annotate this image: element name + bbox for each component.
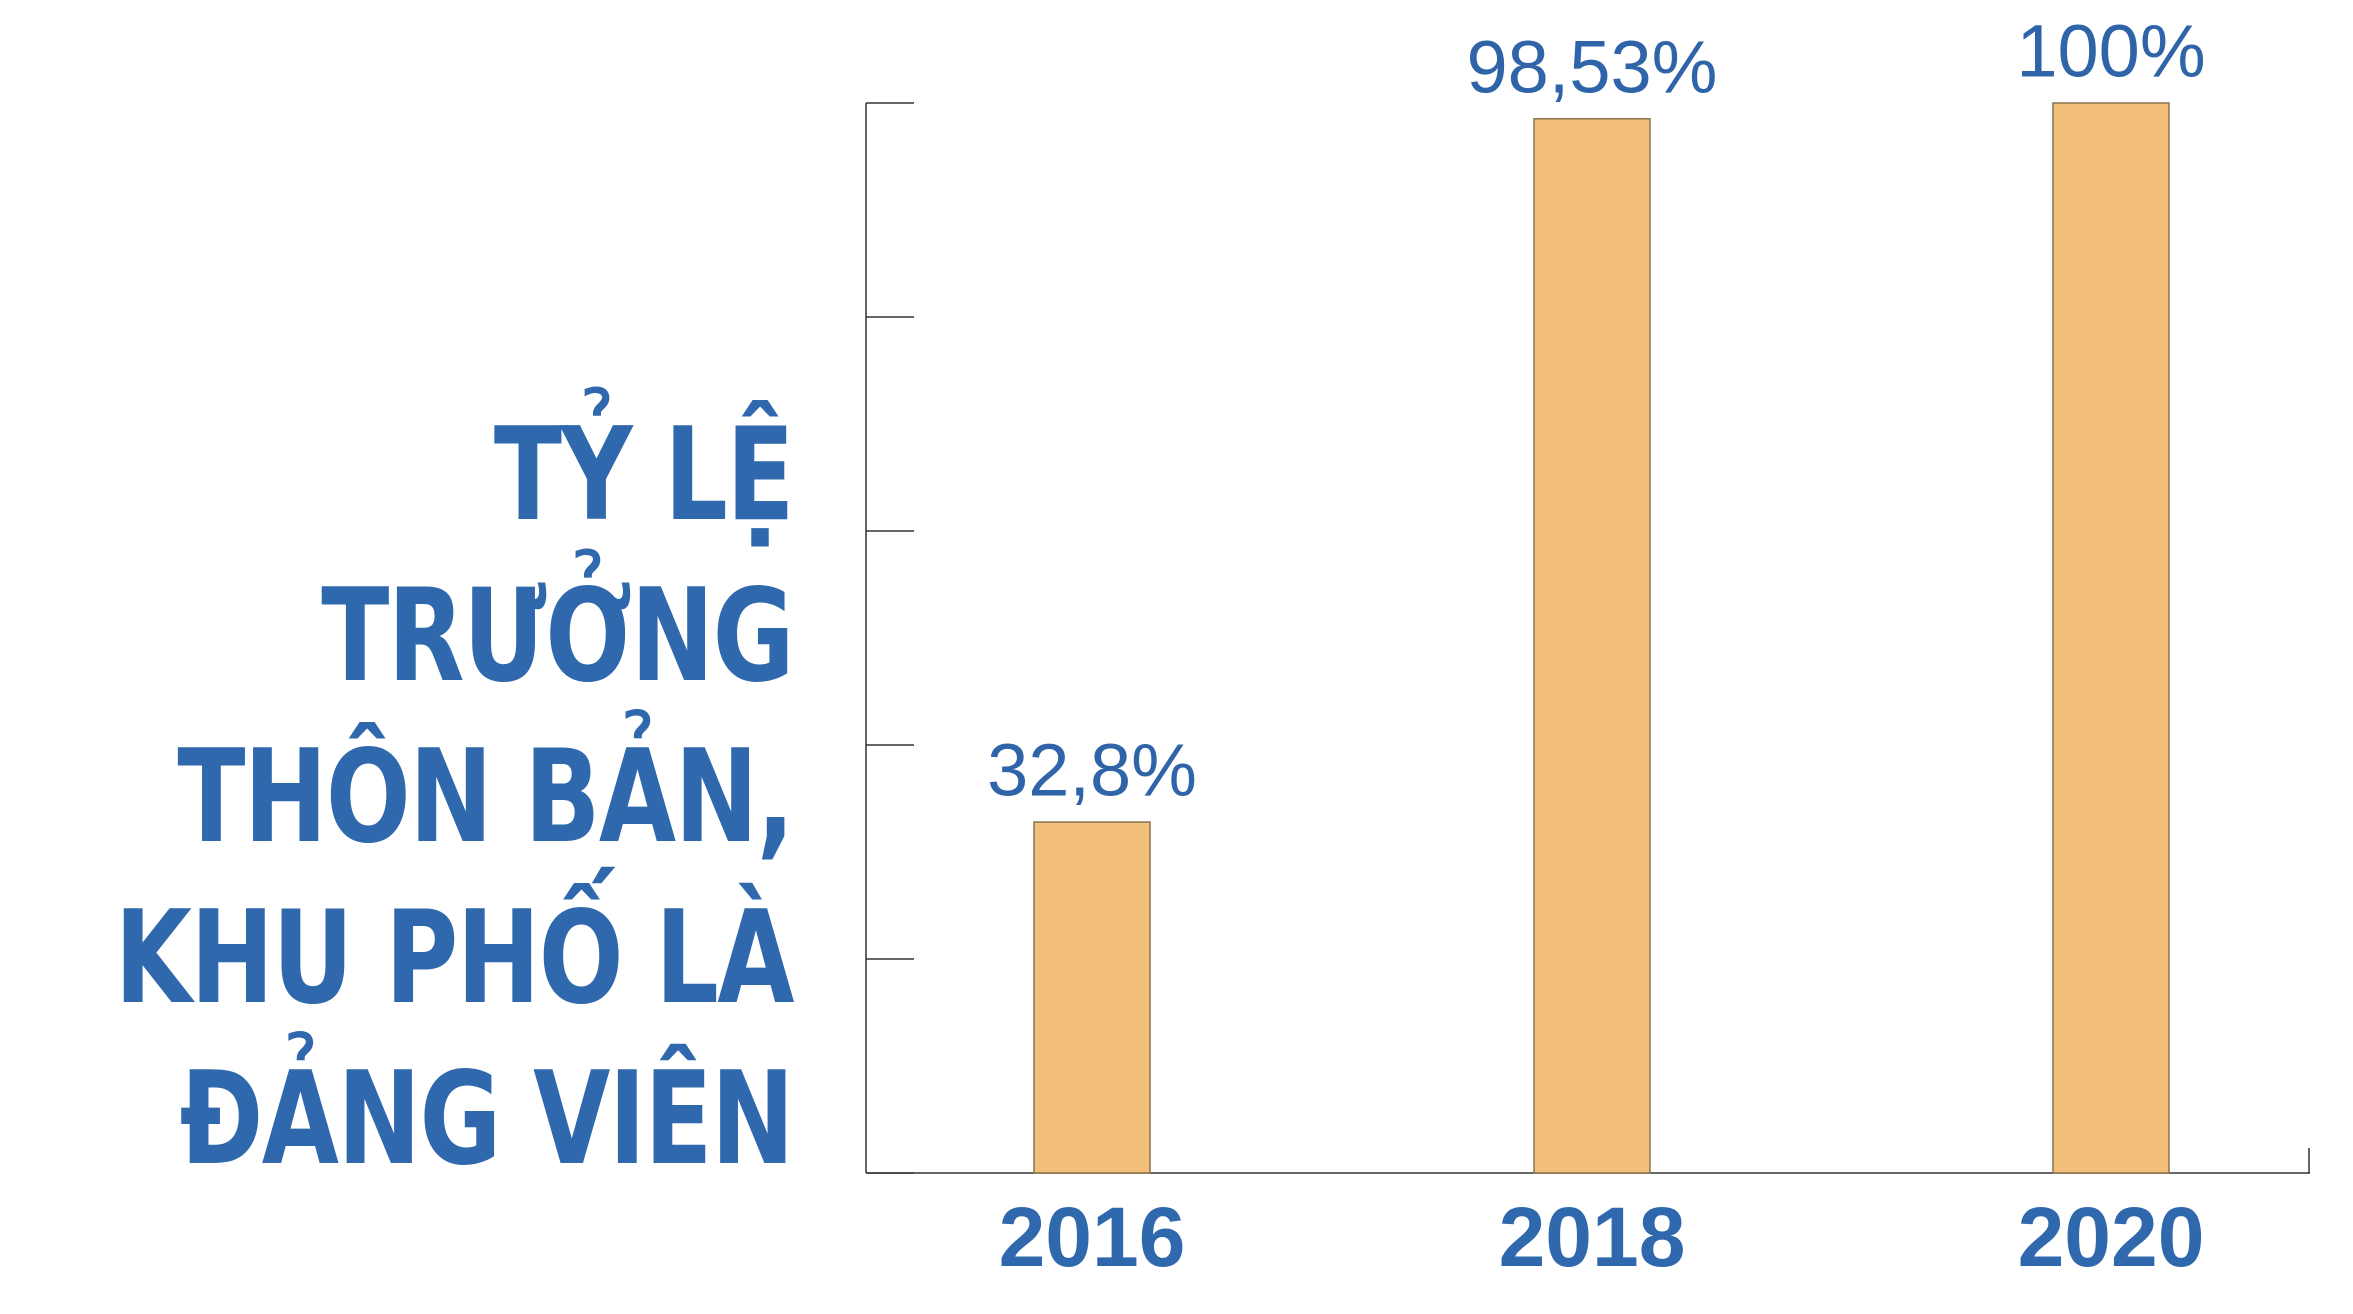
bar xyxy=(1033,821,1151,1174)
bar xyxy=(2052,102,2170,1174)
x-tick-label: 2016 xyxy=(999,1190,1186,1284)
value-label: 100% xyxy=(2016,10,2205,93)
value-label: 32,8% xyxy=(987,729,1197,812)
bar xyxy=(1533,117,1651,1174)
x-tick-label: 2018 xyxy=(1499,1190,1686,1284)
x-tick-label: 2020 xyxy=(2018,1190,2205,1284)
value-label: 98,53% xyxy=(1467,25,1718,108)
chart-title: TỶ LỆ TRƯỞNG THÔN BẢN, KHU PHỐ LÀ ĐẢNG V… xyxy=(114,401,795,1194)
